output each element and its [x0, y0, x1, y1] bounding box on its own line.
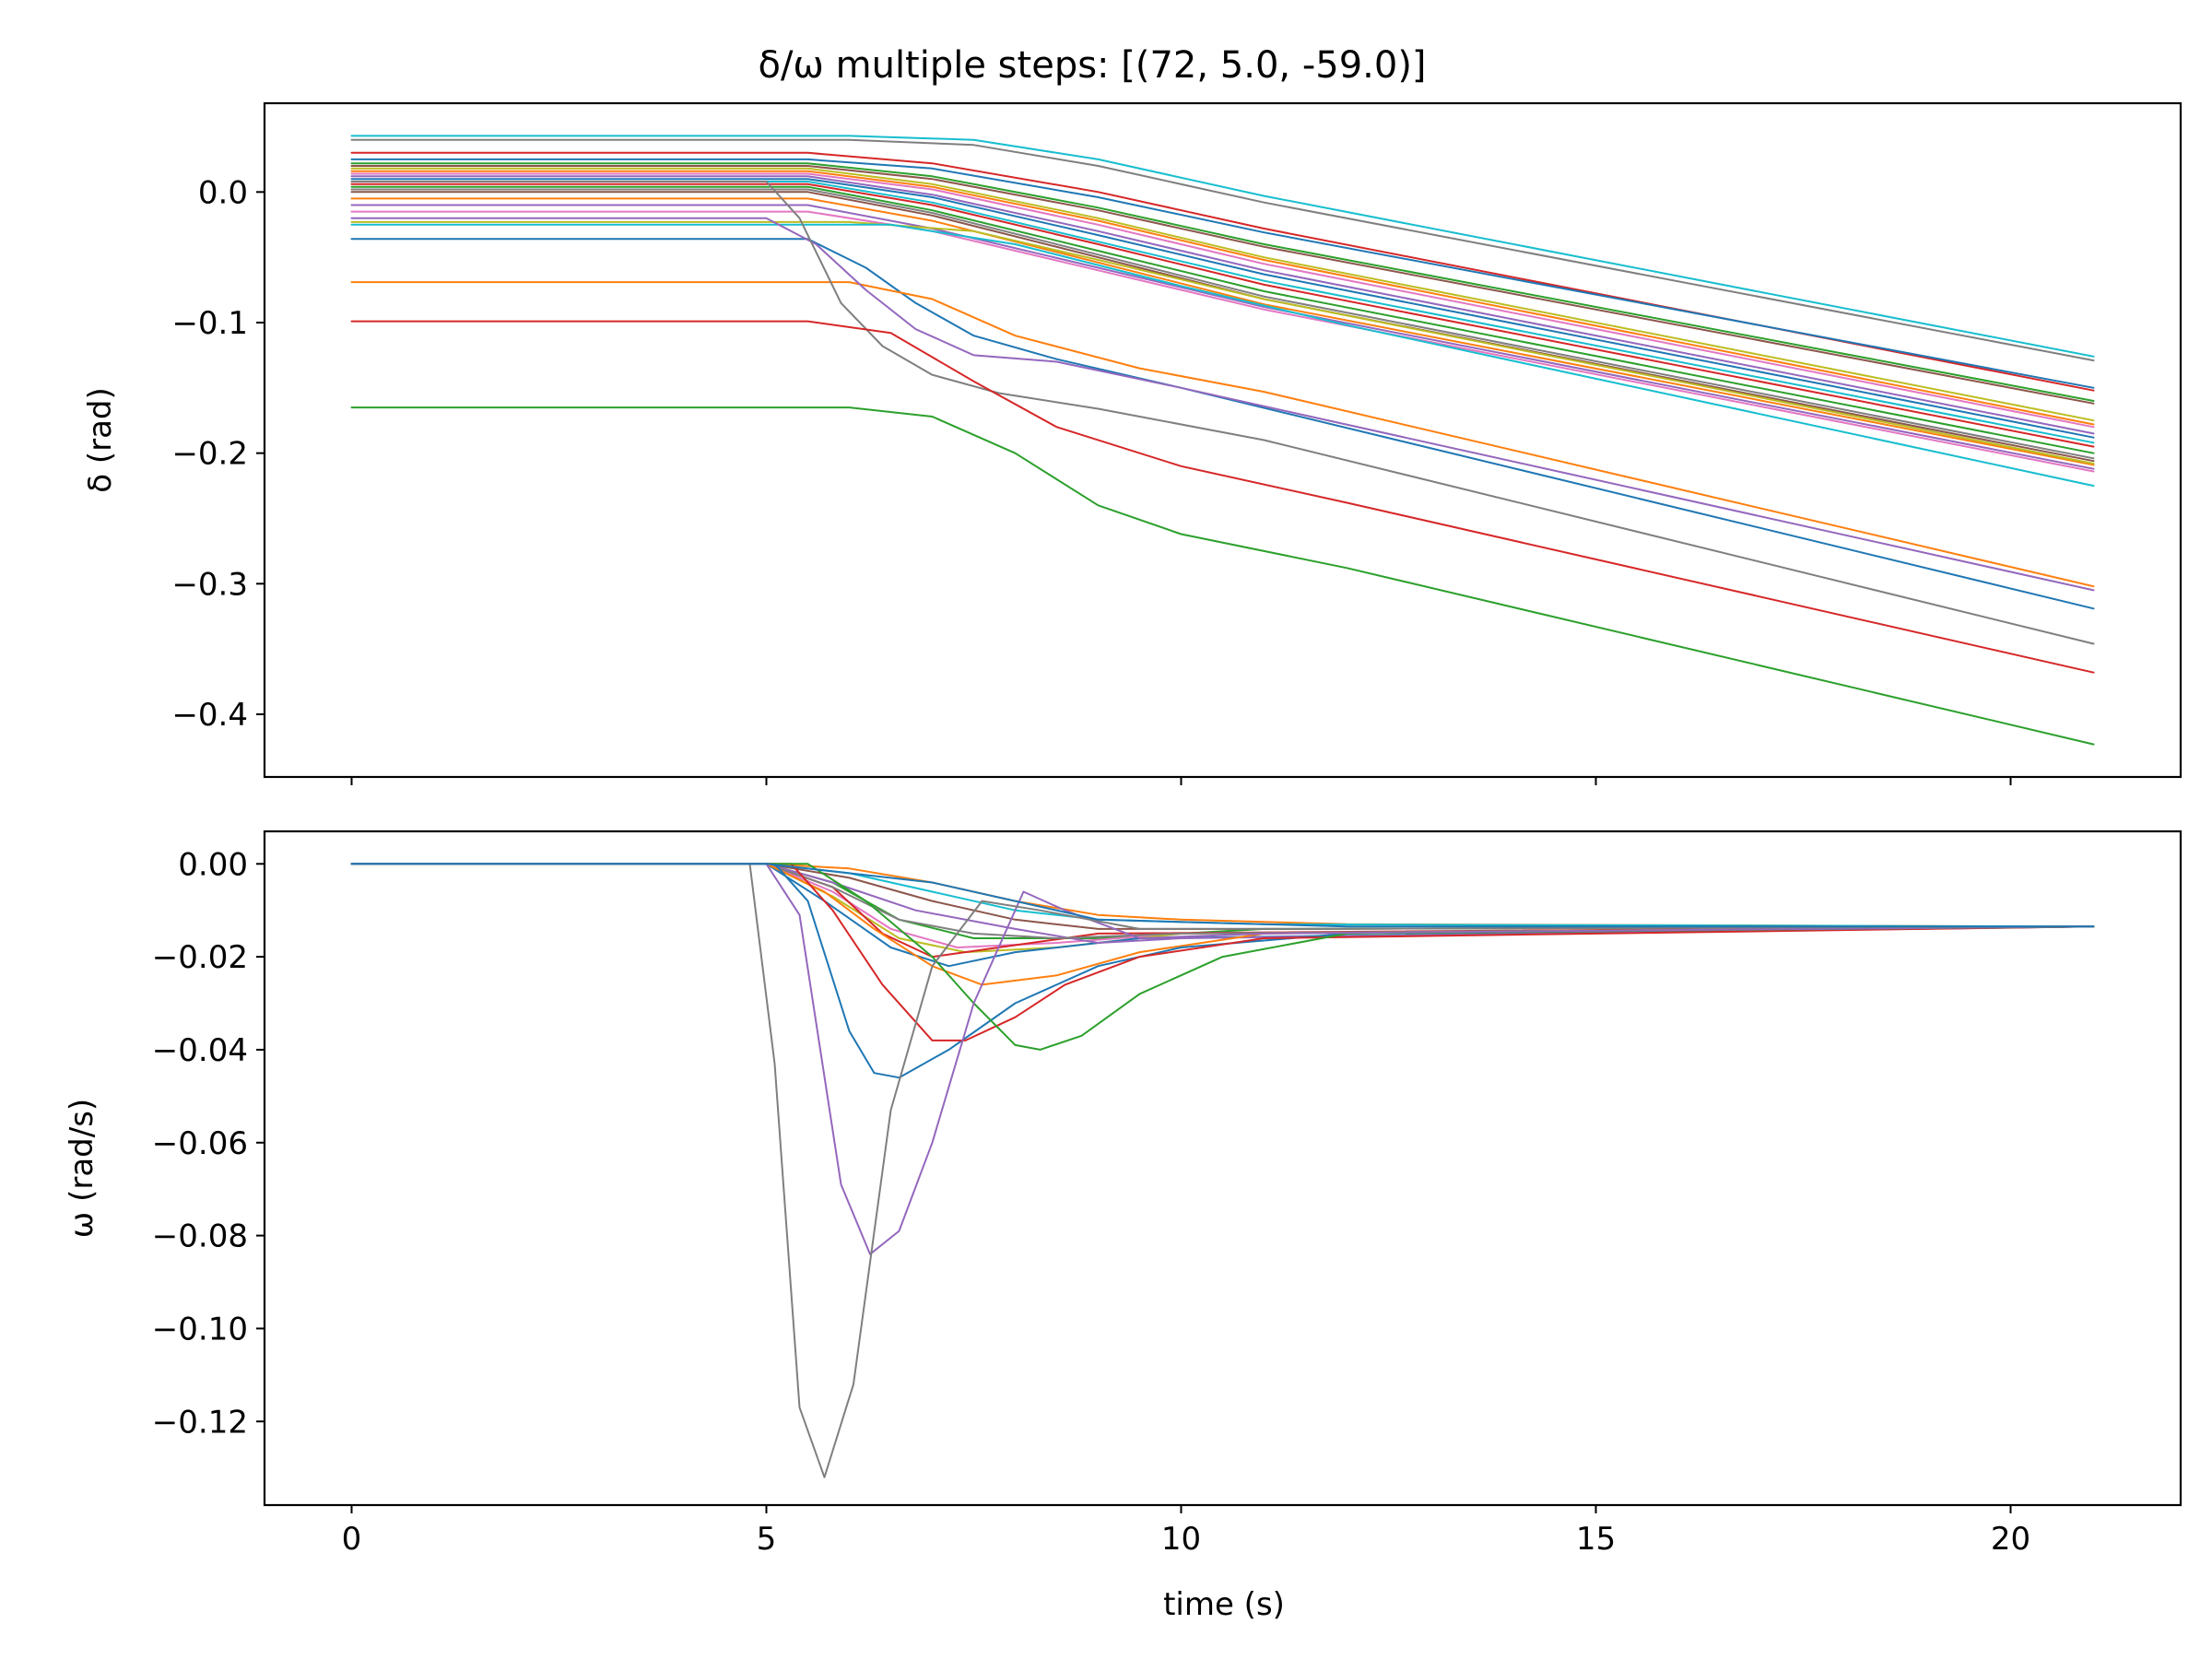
- y-tick-label: −0.02: [152, 939, 248, 976]
- series-line-23: [350, 281, 2095, 588]
- y-tick-label: −0.04: [152, 1032, 248, 1069]
- series-line-14: [350, 863, 2095, 1051]
- y-tick-label: −0.1: [171, 305, 248, 342]
- panel-1: 0.0 −0.1 −0.2 −0.3 −0.4 δ (rad): [82, 101, 2183, 785]
- series-line-7: [350, 863, 2095, 968]
- y-tick-label: 0.00: [178, 846, 248, 883]
- series-line-8: [350, 170, 2095, 426]
- panels: 0.0 −0.1 −0.2 −0.3 −0.4 δ (rad) 0.00 −0.02 −0.04…: [64, 101, 2183, 1558]
- series-line-13: [350, 182, 2095, 448]
- series-line-1: [350, 135, 2095, 358]
- y-axis-label: ω (rad/s): [64, 1099, 100, 1238]
- x-tick-label: 10: [1161, 1521, 1201, 1558]
- series-line-15: [350, 863, 2095, 1255]
- series-line-14: [350, 185, 2095, 454]
- series-line-17: [350, 863, 2095, 928]
- y-tick-label: −0.12: [152, 1404, 248, 1441]
- x-axis-label: time (s): [1163, 1586, 1285, 1623]
- series-group: [350, 135, 2095, 746]
- x-tick-label: 20: [1991, 1521, 2030, 1558]
- plot-frame: [263, 101, 2183, 779]
- panel-2: 0.00 −0.02 −0.04 −0.06 −0.08 −0.10 −0.12 0 5 10 15…: [64, 830, 2183, 1558]
- plot-frame: [263, 830, 2183, 1507]
- series-line-3: [350, 151, 2095, 392]
- chart-title: δ/ω multiple steps: [(72, 5.0, -59.0)]: [758, 44, 1426, 87]
- series-group: [350, 863, 2095, 1478]
- series-line-16: [350, 863, 2095, 1478]
- series-line-27: [350, 406, 2095, 746]
- series-line-4: [350, 158, 2095, 389]
- y-tick-label: −0.4: [171, 697, 248, 734]
- series-line-5: [350, 162, 2095, 402]
- series-line-10: [350, 175, 2095, 435]
- y-tick-label: −0.2: [171, 436, 248, 473]
- series-line-26: [350, 320, 2095, 674]
- series-line-24: [350, 217, 2095, 592]
- series-line-11: [350, 178, 2095, 439]
- x-tick-label: 15: [1576, 1521, 1616, 1558]
- x-tick-label: 0: [342, 1521, 362, 1558]
- series-line-20: [350, 220, 2095, 465]
- series-line-11: [350, 863, 2095, 986]
- series-line-18: [350, 204, 2095, 470]
- series-line-25: [350, 181, 2095, 645]
- series-line-13: [350, 863, 2095, 1041]
- series-line-21: [350, 223, 2095, 488]
- y-tick-label: −0.06: [152, 1125, 248, 1162]
- y-tick-label: −0.08: [152, 1218, 248, 1255]
- y-tick-label: −0.3: [171, 566, 248, 603]
- series-line-2: [350, 138, 2095, 362]
- y-axis-label: δ (rad): [82, 387, 119, 493]
- series-line-12: [350, 863, 2095, 1079]
- x-tick-label: 5: [757, 1521, 777, 1558]
- series-line-7: [350, 167, 2095, 422]
- series-line-6: [350, 165, 2095, 405]
- y-tick-label: 0.0: [198, 174, 248, 211]
- series-line-9: [350, 172, 2095, 429]
- y-tick-label: −0.10: [152, 1311, 248, 1347]
- series-line-15: [350, 188, 2095, 460]
